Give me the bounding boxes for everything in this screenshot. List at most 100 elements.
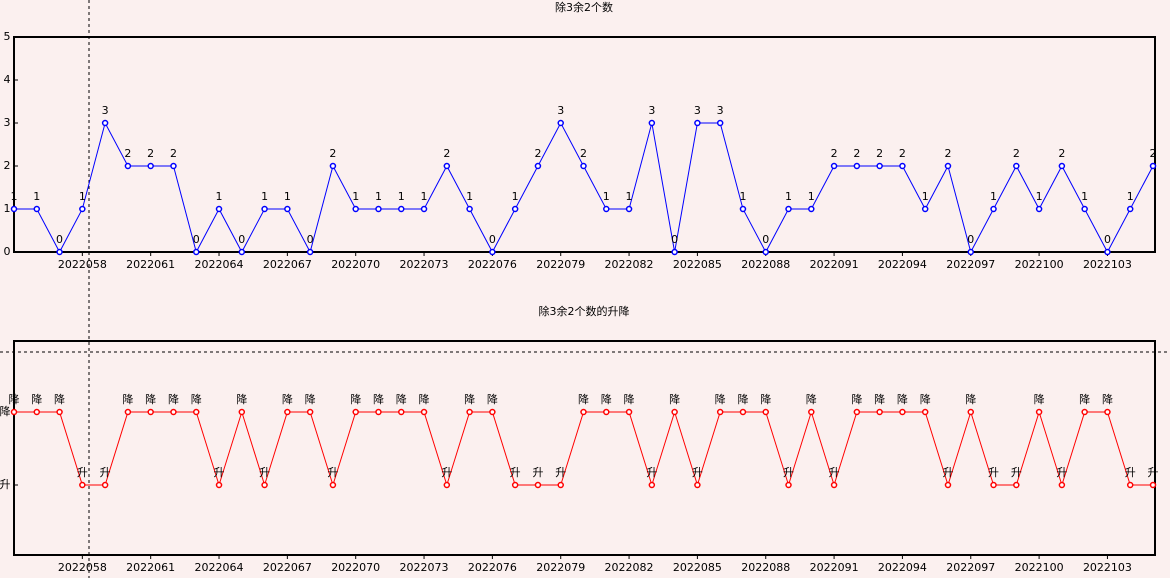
point — [10, 205, 18, 213]
data-label: 2 — [876, 147, 883, 160]
data-label: 0 — [56, 233, 63, 246]
point — [1149, 481, 1157, 489]
x-tick-label: 2022073 — [400, 561, 449, 574]
point — [33, 408, 41, 416]
point — [284, 408, 291, 416]
point — [192, 248, 200, 256]
point — [215, 205, 223, 213]
data-label: 降 — [897, 392, 908, 406]
data-label: 1 — [284, 190, 291, 203]
data-label: 升 — [77, 466, 88, 479]
data-label: 升 — [783, 466, 794, 479]
data-label: 降 — [601, 392, 612, 406]
x-tick-label: 2022067 — [263, 258, 312, 271]
point — [33, 205, 41, 213]
data-label: 2 — [853, 147, 860, 160]
point — [1013, 481, 1020, 489]
x-tick-label: 2022079 — [536, 561, 585, 574]
data-label: 1 — [512, 190, 519, 203]
point — [489, 248, 496, 256]
point — [352, 408, 359, 416]
series-line — [14, 121, 1154, 254]
data-label: 1 — [216, 190, 223, 203]
x-tick-label: 2022103 — [1083, 258, 1132, 271]
x-tick-label: 2022085 — [673, 258, 722, 271]
point — [192, 408, 200, 416]
plot-frame — [13, 340, 1156, 556]
point — [466, 408, 473, 416]
point — [921, 205, 929, 213]
point — [716, 408, 724, 416]
data-label: 2 — [1058, 147, 1065, 160]
point — [1149, 162, 1157, 170]
data-label: 2 — [534, 147, 541, 160]
data-label: 降 — [487, 392, 498, 406]
point — [899, 162, 906, 170]
data-label: 1 — [626, 190, 633, 203]
data-label: 升 — [942, 466, 953, 479]
point — [944, 481, 952, 489]
data-label: 降 — [578, 392, 589, 406]
point — [56, 408, 63, 416]
point — [489, 408, 496, 416]
x-tick-label: 2022064 — [195, 258, 244, 271]
point — [10, 408, 18, 416]
data-label: 1 — [739, 190, 746, 203]
point — [762, 408, 769, 416]
data-label: 3 — [717, 104, 724, 117]
data-label: 1 — [79, 190, 86, 203]
point — [739, 205, 747, 213]
point — [557, 481, 564, 489]
point — [648, 119, 656, 127]
data-label: 降 — [920, 392, 931, 406]
data-label: 降 — [1079, 392, 1090, 406]
point — [1058, 481, 1066, 489]
data-label: 1 — [603, 190, 610, 203]
data-label: 升 — [100, 466, 111, 479]
point — [79, 481, 86, 489]
data-label: 降 — [715, 392, 726, 406]
point — [124, 162, 132, 170]
x-tick-label: 2022100 — [1015, 258, 1064, 271]
data-label: 降 — [373, 392, 384, 406]
data-label: 2 — [944, 147, 951, 160]
data-label: 2 — [831, 147, 838, 160]
point — [716, 119, 724, 127]
point — [466, 205, 473, 213]
data-label: 升 — [1011, 466, 1022, 479]
data-label: 降 — [851, 392, 862, 406]
x-tick-label: 2022070 — [331, 561, 380, 574]
point — [1013, 162, 1020, 170]
point — [79, 205, 86, 213]
data-label: 升 — [259, 466, 270, 479]
data-label: 1 — [922, 190, 929, 203]
data-label: 1 — [1127, 190, 1134, 203]
point — [215, 481, 223, 489]
y-tick-label: 升 — [0, 478, 11, 491]
point — [808, 408, 815, 416]
data-label: 2 — [124, 147, 131, 160]
data-label: 升 — [829, 466, 840, 479]
point — [147, 162, 154, 170]
data-label: 1 — [33, 190, 40, 203]
point — [694, 119, 701, 127]
point — [853, 408, 861, 416]
data-label: 降 — [624, 392, 635, 406]
point — [56, 248, 63, 256]
x-tick-label: 2022064 — [195, 561, 244, 574]
data-label: 3 — [557, 104, 564, 117]
x-tick-label: 2022091 — [810, 258, 859, 271]
data-label: 降 — [965, 392, 976, 406]
data-label: 降 — [396, 392, 407, 406]
x-tick-label: 2022058 — [58, 561, 107, 574]
point — [443, 481, 451, 489]
point — [511, 205, 519, 213]
chart-title: 除3余2个数的升降 — [539, 304, 630, 318]
data-label: 降 — [168, 392, 179, 406]
data-label: 降 — [236, 392, 247, 406]
point — [170, 408, 177, 416]
data-label: 降 — [737, 392, 748, 406]
point — [580, 162, 587, 170]
data-label: 0 — [671, 233, 678, 246]
chart-title: 除3余2个数 — [555, 0, 613, 14]
